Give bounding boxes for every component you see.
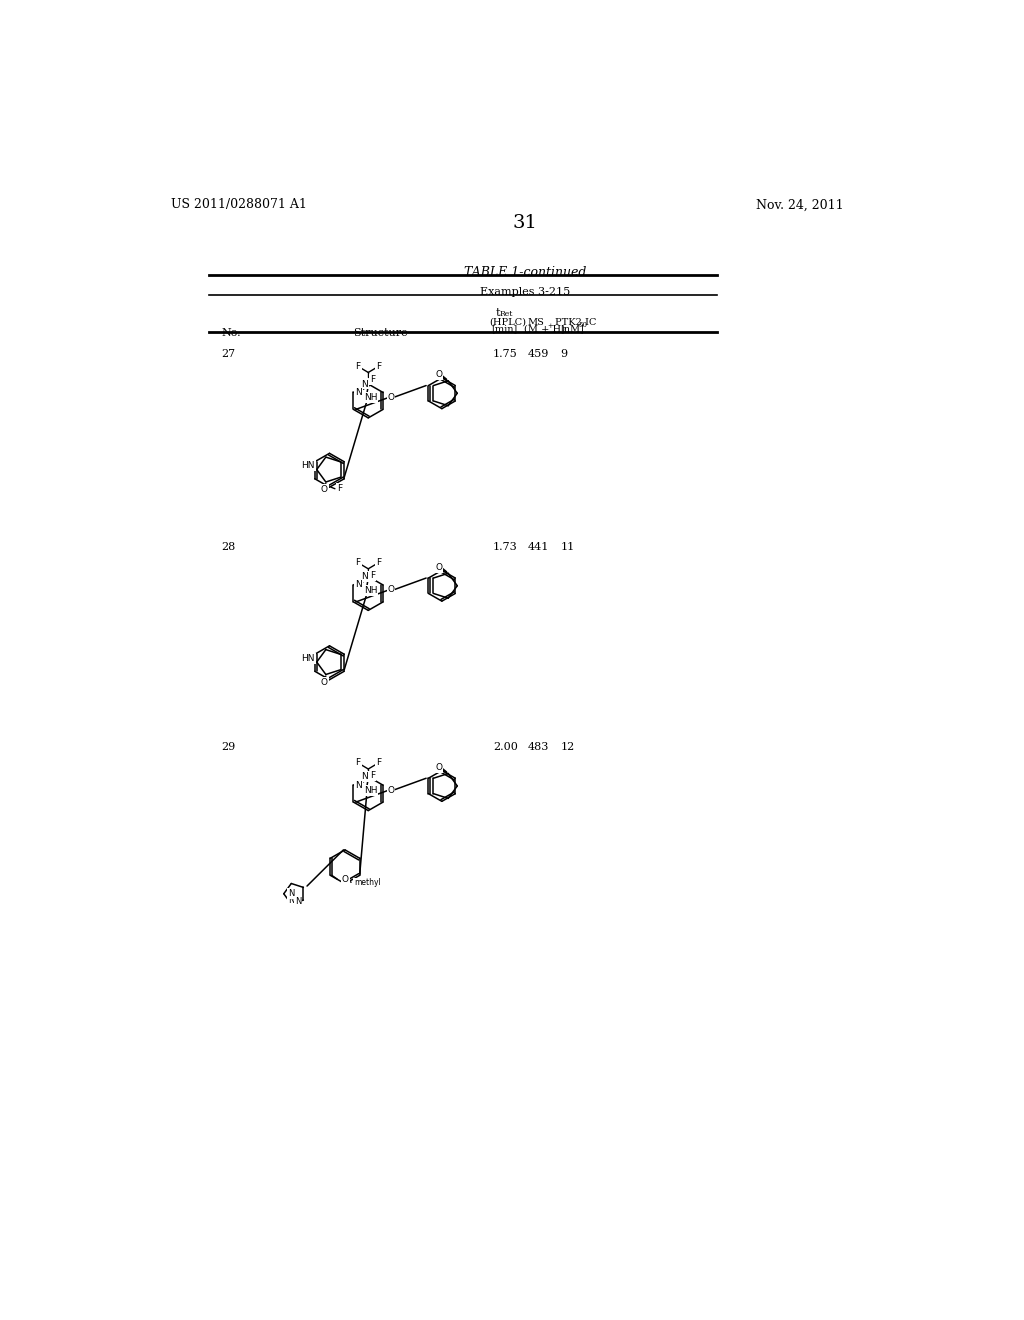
Text: 9: 9 [560,350,567,359]
Text: 441: 441 [528,543,549,552]
Text: No.: No. [221,327,241,338]
Text: HN: HN [301,653,315,663]
Text: F: F [337,484,342,494]
Text: NH: NH [364,787,377,795]
Text: 27: 27 [221,350,236,359]
Text: NH: NH [364,586,377,595]
Text: O: O [387,393,394,403]
Text: 50: 50 [579,321,588,329]
Text: MS: MS [528,318,545,327]
Text: 28: 28 [221,543,236,552]
Text: F: F [355,759,360,767]
Text: N: N [295,898,301,906]
Text: 459: 459 [528,350,549,359]
Text: F: F [370,375,375,384]
Text: US 2011/0288071 A1: US 2011/0288071 A1 [171,198,306,211]
Text: N: N [355,780,361,789]
Text: TABLE 1-continued: TABLE 1-continued [464,267,586,280]
Text: O: O [321,677,328,686]
Text: [nM]: [nM] [560,325,584,334]
Text: O: O [321,486,328,494]
Text: N: N [361,380,369,388]
Text: NH: NH [364,393,377,403]
Text: Ret: Ret [500,310,513,318]
Text: 11: 11 [560,543,574,552]
Text: F: F [370,771,375,780]
Text: (M + H): (M + H) [524,325,565,334]
Text: (HPLC): (HPLC) [489,318,526,327]
Text: 1.75: 1.75 [493,350,518,359]
Text: 2.00: 2.00 [493,742,518,752]
Text: N: N [288,890,294,898]
Text: O: O [435,562,442,572]
Text: O: O [387,785,394,795]
Text: 1.73: 1.73 [493,543,518,552]
Text: 483: 483 [528,742,549,752]
Text: O: O [435,370,442,379]
Text: 31: 31 [512,214,538,232]
Text: F: F [355,362,360,371]
Text: N: N [355,388,361,397]
Text: F: F [370,572,375,581]
Text: O: O [342,875,349,884]
Text: 12: 12 [560,742,574,752]
Text: HN: HN [301,461,315,470]
Text: O: O [435,763,442,772]
Text: N: N [361,772,369,781]
Text: +: + [547,322,553,330]
Text: Examples 3-215: Examples 3-215 [479,286,570,297]
Text: F: F [376,759,381,767]
Text: methyl: methyl [354,879,381,887]
Text: PTK2 IC: PTK2 IC [555,318,596,327]
Text: N: N [288,896,295,906]
Text: Nov. 24, 2011: Nov. 24, 2011 [756,198,844,211]
Text: N: N [355,581,361,590]
Text: F: F [355,558,360,568]
Text: Structure: Structure [352,327,408,338]
Text: F: F [376,362,381,371]
Text: 29: 29 [221,742,236,752]
Text: N: N [361,572,369,581]
Text: F: F [376,558,381,568]
Text: [min]: [min] [492,325,518,334]
Text: t: t [496,308,500,318]
Text: O: O [387,586,394,594]
